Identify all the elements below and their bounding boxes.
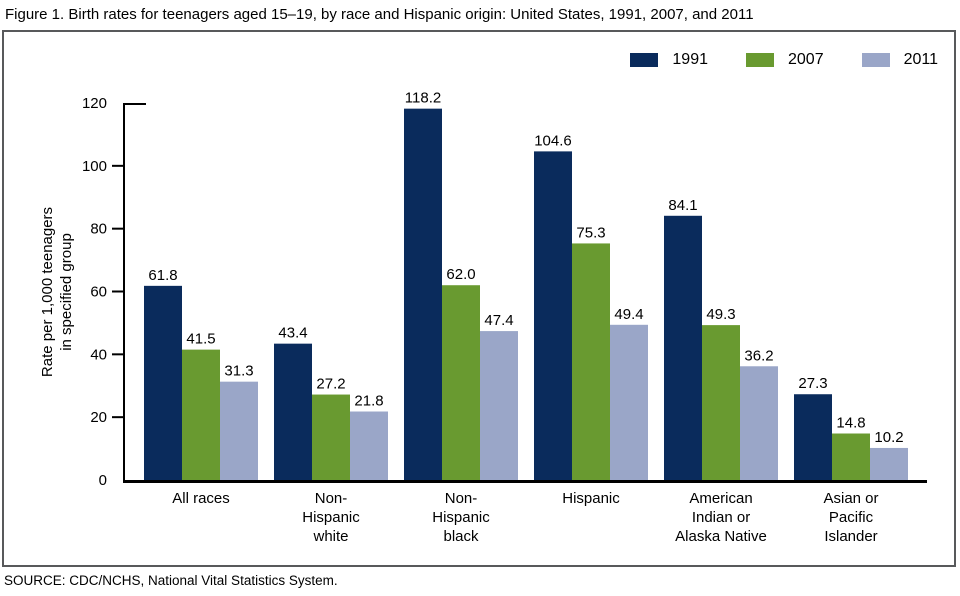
- legend-entry-1991: 1991: [630, 52, 708, 68]
- legend-label-2011: 2011: [903, 51, 938, 68]
- bar-value-label-2011-all-races: 31.3: [224, 363, 253, 380]
- bar-2007-non-hispanic-white: [312, 394, 350, 480]
- bar-1991-american-indian-or-alaska-native: [664, 215, 702, 480]
- legend-entry-2007: 2007: [746, 52, 824, 68]
- bar-2011-american-indian-or-alaska-native: [740, 366, 778, 480]
- x-category-label-non-hispanic-white: Non-Hispanic white: [302, 490, 360, 545]
- legend-entry-2011: 2011: [861, 51, 938, 68]
- bar-2007-asian-or-pacific-islander: [832, 433, 870, 480]
- bar-value-label-1991-all-races: 61.8: [148, 267, 177, 284]
- bar-value-label-2011-non-hispanic-white: 21.8: [354, 393, 383, 410]
- bar-1991-non-hispanic-black: [404, 108, 442, 480]
- y-tick-label: 80: [90, 221, 107, 238]
- bar-1991-all-races: [144, 285, 182, 480]
- bar-value-label-1991-hispanic: 104.6: [534, 132, 572, 149]
- legend: 1991 2007 2011: [630, 52, 938, 68]
- bar-2007-all-races: [182, 349, 220, 480]
- y-tick-label: 40: [90, 346, 107, 363]
- y-tick-label: 60: [90, 284, 107, 301]
- y-tick-label: 0: [99, 472, 107, 489]
- bar-value-label-2011-american-indian-or-alaska-native: 36.2: [744, 347, 773, 364]
- bar-value-label-2007-asian-or-pacific-islander: 14.8: [836, 415, 865, 432]
- y-axis-title: Rate per 1,000 teenagers in specified gro…: [39, 207, 75, 377]
- bar-2007-non-hispanic-black: [442, 285, 480, 480]
- bar-2011-non-hispanic-black: [480, 331, 518, 480]
- x-category-label-all-races: All races: [172, 490, 230, 507]
- bar-2011-non-hispanic-white: [350, 411, 388, 480]
- legend-swatch-1991: [630, 53, 659, 67]
- y-tick-label: 20: [90, 409, 107, 426]
- bar-value-label-2007-all-races: 41.5: [186, 331, 215, 348]
- bar-value-label-2011-hispanic: 49.4: [614, 306, 643, 323]
- bar-value-label-2007-non-hispanic-black: 62.0: [446, 266, 475, 283]
- source-note: SOURCE: CDC/NCHS, National Vital Statist…: [4, 573, 338, 588]
- legend-swatch-2011: [861, 53, 890, 67]
- x-category-label-hispanic: Hispanic: [562, 490, 620, 507]
- x-category-label-non-hispanic-black: Non-Hispanic black: [432, 490, 490, 545]
- legend-swatch-2007: [746, 53, 774, 67]
- bar-1991-hispanic: [534, 151, 572, 481]
- x-category-label-american-indian-or-alaska-native: American Indian or Alaska Native: [675, 490, 767, 545]
- bar-2011-hispanic: [610, 324, 648, 480]
- bar-value-label-2011-non-hispanic-black: 47.4: [484, 312, 513, 329]
- x-category-label-asian-or-pacific-islander: Asian or Pacific Islander: [823, 490, 878, 545]
- bar-value-label-1991-non-hispanic-black: 118.2: [405, 90, 441, 107]
- bar-1991-non-hispanic-white: [274, 343, 312, 480]
- bar-value-label-2011-asian-or-pacific-islander: 10.2: [874, 429, 903, 446]
- bar-2007-american-indian-or-alaska-native: [702, 325, 740, 480]
- bar-value-label-1991-asian-or-pacific-islander: 27.3: [798, 375, 827, 392]
- bar-1991-asian-or-pacific-islander: [794, 394, 832, 480]
- bar-value-label-1991-american-indian-or-alaska-native: 84.1: [668, 197, 697, 214]
- bar-value-label-1991-non-hispanic-white: 43.4: [278, 325, 307, 342]
- legend-label-1991: 1991: [672, 51, 708, 68]
- bar-value-label-2007-hispanic: 75.3: [576, 224, 605, 241]
- bar-value-label-2007-american-indian-or-alaska-native: 49.3: [706, 306, 735, 323]
- figure-title: Figure 1. Birth rates for teenagers aged…: [5, 6, 754, 23]
- y-tick-label: 100: [82, 158, 107, 175]
- bar-chart: 0 20 40 60 80 100 120 61.8 43.4 118.2 104.6 84.1 27.…: [39, 90, 927, 545]
- bar-2011-asian-or-pacific-islander: [870, 447, 908, 480]
- bar-value-label-2007-non-hispanic-white: 27.2: [316, 376, 345, 393]
- chart-frame: 0 20 40 60 80 100 120 61.8 43.4 118.2 104.6 84.1 27.…: [2, 30, 956, 567]
- bar-2011-all-races: [220, 381, 258, 480]
- bar-2007-hispanic: [572, 243, 610, 480]
- legend-label-2007: 2007: [788, 51, 824, 68]
- y-tick-label: 120: [82, 95, 107, 112]
